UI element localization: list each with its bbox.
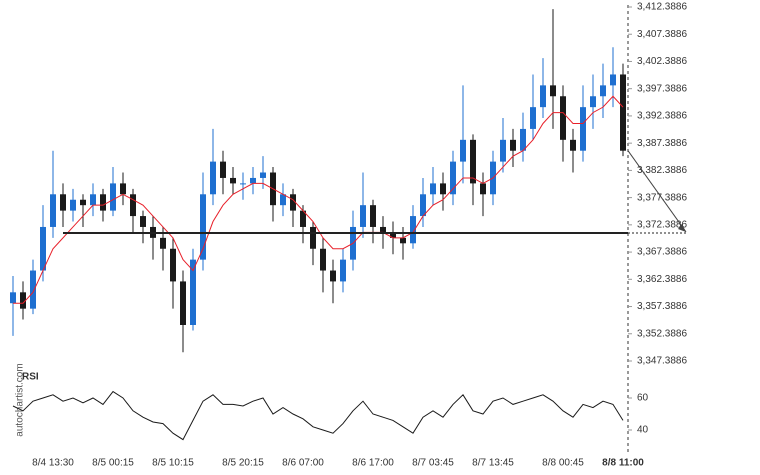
x-tick-label: 8/7 13:45 (472, 458, 514, 469)
y-tick-label: 3,402.3886 (637, 56, 687, 67)
candle-body (340, 259, 346, 282)
candle-body (560, 96, 566, 140)
candle-body (220, 161, 226, 178)
candle-body (310, 226, 316, 249)
candle-body (400, 237, 406, 244)
candle-body (530, 107, 536, 129)
candle-body (230, 177, 236, 184)
candle-body (160, 237, 166, 249)
candle-body (300, 210, 306, 227)
candle-body (330, 270, 336, 282)
y-tick-label: 3,347.3886 (637, 356, 687, 367)
candle-body (600, 85, 606, 97)
y-tick-label: 3,412.3886 (637, 2, 687, 13)
candle-body (580, 107, 586, 151)
candle-body (460, 139, 466, 162)
candle-body (40, 226, 46, 271)
candle-body (320, 248, 326, 271)
candle-body (140, 216, 146, 227)
y-tick-label: 3,377.3886 (637, 192, 687, 203)
candle-body (170, 248, 176, 282)
candle-body (620, 74, 626, 151)
x-tick-label: 8/8 00:45 (542, 458, 584, 469)
candle-body (590, 96, 596, 108)
candle-body (50, 194, 56, 227)
candle-body (550, 85, 556, 97)
candle-body (110, 183, 116, 211)
candle-body (510, 139, 516, 151)
candle-body (210, 161, 216, 195)
candle-body (570, 139, 576, 151)
candle-body (470, 139, 476, 184)
y-tick-label: 3,357.3886 (637, 301, 687, 312)
candle-body (80, 199, 86, 206)
candle-body (480, 183, 486, 195)
candle-body (520, 128, 526, 151)
rsi-tick-label: 40 (637, 425, 649, 436)
y-tick-label: 3,407.3886 (637, 29, 687, 40)
x-tick-label: 8/7 03:45 (412, 458, 454, 469)
x-tick-label: 8/8 11:00 (602, 458, 644, 469)
candle-body (500, 139, 506, 162)
candle-body (60, 194, 66, 211)
x-tick-label: 8/6 07:00 (282, 458, 324, 469)
candle-body (190, 259, 196, 325)
candle-body (90, 194, 96, 206)
candle-body (440, 183, 446, 195)
candle-body (540, 85, 546, 108)
x-tick-label: 8/4 13:30 (32, 458, 74, 469)
candle-body (130, 194, 136, 217)
candle-body (410, 216, 416, 244)
rsi-line (12, 390, 624, 441)
candle-body (280, 194, 286, 206)
x-tick-label: 8/5 00:15 (92, 458, 134, 469)
y-tick-label: 3,392.3886 (637, 111, 687, 122)
candle-body (260, 172, 266, 178)
candle-body (390, 232, 396, 238)
y-tick-label: 3,387.3886 (637, 138, 687, 149)
candle-body (200, 194, 206, 260)
x-tick-label: 8/5 10:15 (152, 458, 194, 469)
candle-body (100, 194, 106, 211)
candle-body (20, 292, 26, 309)
candle-body (430, 183, 436, 195)
candle-body (30, 270, 36, 309)
candle-body (610, 74, 616, 86)
candle-body (450, 161, 456, 195)
y-tick-label: 3,352.3886 (637, 328, 687, 339)
y-tick-label: 3,367.3886 (637, 247, 687, 258)
forecast-arrowhead (678, 223, 686, 232)
x-tick-label: 8/5 20:15 (222, 458, 264, 469)
rsi-tick-label: 60 (637, 393, 649, 404)
candle-body (120, 183, 126, 195)
moving-average (13, 95, 624, 304)
rsi-label: RSI (22, 372, 39, 383)
candle-body (380, 226, 386, 233)
x-tick-label: 8/6 17:00 (352, 458, 394, 469)
candle-body (250, 177, 256, 184)
candle-body (420, 194, 426, 217)
candle-body (240, 183, 246, 185)
y-tick-label: 3,382.3886 (637, 165, 687, 176)
candle-body (360, 205, 366, 227)
candle-body (370, 205, 376, 227)
y-tick-label: 3,397.3886 (637, 83, 687, 94)
y-tick-label: 3,372.3886 (637, 219, 687, 230)
candle-body (10, 292, 16, 304)
candle-body (180, 281, 186, 325)
watermark: autochartist.com (15, 363, 26, 436)
candle-body (70, 199, 76, 211)
candle-body (290, 194, 296, 211)
forecast-arrow (627, 150, 687, 233)
y-tick-label: 3,362.3886 (637, 274, 687, 285)
